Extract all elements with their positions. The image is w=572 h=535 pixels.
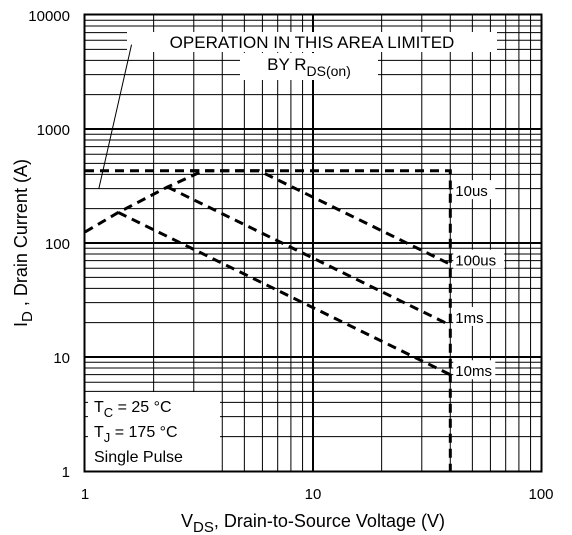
y-axis-title-sub: D (19, 311, 36, 322)
y-axis-title: ID , Drain Current (A) (11, 159, 36, 327)
curve-labels: 10us 100us 1ms 10ms (453, 180, 505, 380)
condition-tc-main: T (94, 399, 104, 416)
condition-tj-main: T (94, 424, 104, 441)
annotation-line1: OPERATION IN THIS AREA LIMITED (170, 33, 455, 52)
y-tick-label: 10 (53, 350, 70, 367)
x-tick-label: 1 (81, 486, 89, 503)
curve-label-10ms: 10ms (455, 363, 492, 380)
x-axis-title-main: V (181, 511, 193, 531)
x-axis-title-rest: , Drain-to-Source Voltage (V) (214, 511, 445, 531)
y-tick-label: 100 (45, 236, 70, 253)
y-tick-label: 1000 (37, 122, 70, 139)
condition-tc: TC = 25 °C (94, 399, 172, 420)
series-1ms (166, 185, 451, 327)
y-tick-label: 1 (62, 464, 70, 481)
series-rds_limit (84, 169, 204, 234)
annotation-line2-sub: DS(on) (307, 63, 351, 79)
annotation-line2: BY RDS(on) (267, 55, 351, 79)
curve-label-10us: 10us (455, 183, 488, 200)
x-tick-label: 10 (305, 486, 322, 503)
y-axis-title-rest: , Drain Current (A) (11, 159, 31, 311)
curve-label-100us: 100us (455, 253, 496, 270)
annotation-line2-main: BY R (267, 55, 306, 74)
condition-pulse: Single Pulse (94, 449, 183, 466)
condition-tc-rest: = 25 °C (113, 399, 171, 416)
curve-label-1ms: 1ms (455, 310, 483, 327)
x-axis-title-sub: DS (193, 519, 214, 535)
series-10ms (117, 211, 451, 377)
plot-frame (83, 13, 543, 473)
condition-tj: TJ = 175 °C (94, 424, 178, 445)
tick-labels: 1 10 100 1 10 100 1000 10000 (28, 8, 553, 503)
annotation-leader (98, 44, 133, 189)
curve-label-background (453, 249, 505, 269)
curve-label-background (453, 360, 496, 380)
condition-tc-sub: C (104, 405, 113, 420)
conditions-box: TC = 25 °C TJ = 175 °C Single Pulse (88, 392, 220, 472)
condition-tj-rest: = 175 °C (110, 424, 177, 441)
curve-label-background (453, 180, 496, 200)
annotation-background (127, 32, 497, 52)
series-group (84, 169, 452, 471)
x-axis-title: VDS, Drain-to-Source Voltage (V) (181, 511, 445, 535)
series-100us (190, 169, 451, 266)
condition-tj-sub: J (104, 430, 111, 445)
operation-annotation: OPERATION IN THIS AREA LIMITED BY RDS(on… (98, 32, 497, 189)
conditions-background (88, 392, 220, 472)
y-tick-label: 10000 (28, 8, 70, 25)
curve-label-background (453, 306, 487, 326)
y-axis-title-main: I (11, 322, 31, 327)
annotation-background (240, 53, 378, 80)
x-tick-label: 100 (528, 486, 553, 503)
